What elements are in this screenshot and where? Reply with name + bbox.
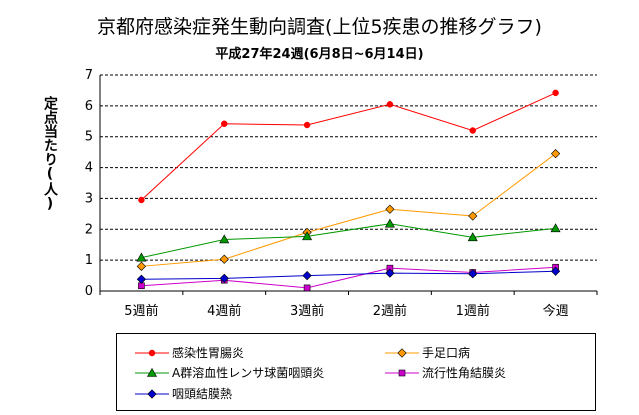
y-tick-label: 6 (85, 99, 93, 114)
y-axis-label: 定点当たり(人) (42, 96, 58, 212)
data-point (552, 89, 559, 97)
x-tick-label: 5週前 (124, 303, 158, 319)
legend-marker (147, 388, 157, 399)
series-line (141, 266, 556, 289)
legend-label: 咽頭結膜熱 (172, 387, 233, 401)
legend-item: A群溶血性レンサ球菌咽頭炎 (135, 364, 324, 381)
legend-key (135, 367, 169, 377)
data-point (384, 218, 395, 228)
y-tick-label: 1 (85, 253, 93, 268)
data-point (219, 273, 229, 283)
legend-marker (398, 369, 406, 376)
x-tick-label: 1週前 (456, 303, 490, 319)
legend-label: 流行性角結膜炎 (422, 366, 507, 380)
series-line (141, 92, 556, 201)
chart-subtitle: 平成27年24週(6月8日~6月14日) (215, 47, 424, 62)
data-point (221, 120, 228, 128)
data-point (386, 101, 394, 108)
data-point (468, 211, 478, 221)
legend-marker (397, 347, 407, 358)
data-point (303, 121, 311, 129)
data-point (302, 231, 313, 241)
legend-label: A群溶血性レンサ球菌咽頭炎 (172, 366, 325, 380)
y-tick-label: 7 (85, 68, 93, 83)
legend-item: 流行性角結膜炎 (385, 364, 506, 381)
data-point (303, 284, 311, 292)
legend: 感染性胃腸炎 手足口病 A群溶血性レンサ球菌咽頭炎 流行性角結膜炎咽頭結膜熱 (116, 333, 596, 411)
legend-key (135, 349, 169, 356)
chart-title: 京都府感染症発生動向調査(上位5疾患の推移グラフ) (97, 16, 542, 38)
y-tick-label: 0 (85, 284, 93, 299)
data-point (467, 232, 478, 242)
x-tick-label: 今週 (543, 303, 569, 319)
legend-item: 感染性胃腸炎 (135, 344, 244, 361)
x-tick-label: 2週前 (373, 303, 407, 319)
legend-key (135, 388, 169, 399)
series-line (141, 153, 556, 267)
data-point (136, 252, 147, 262)
data-point (468, 269, 478, 279)
data-point (219, 254, 229, 264)
legend-item: 手足口病 (385, 344, 470, 361)
x-tick-label: 3週前 (290, 303, 324, 319)
data-point (136, 261, 147, 271)
series-line (141, 223, 556, 259)
data-point (302, 270, 312, 281)
legend-key (385, 347, 419, 358)
data-point (138, 196, 145, 204)
data-point (550, 223, 561, 233)
y-tick-label: 2 (85, 222, 93, 237)
data-point (385, 268, 395, 278)
data-point (550, 266, 561, 276)
data-point (385, 204, 395, 214)
y-tick-label: 5 (85, 130, 93, 145)
data-point (469, 127, 476, 134)
legend-label: 手足口病 (422, 346, 471, 360)
y-tick-label: 4 (85, 161, 93, 176)
legend-marker (146, 367, 158, 377)
series-line (141, 270, 556, 280)
legend-label: 感染性胃腸炎 (172, 346, 245, 360)
x-tick-label: 4週前 (207, 303, 241, 319)
line-chart: 0 1 2 3 4 5 6 7 5週前 4週前 3週前 2週前 1週前 今週 (85, 68, 598, 319)
legend-marker (148, 349, 156, 356)
legend-item: 咽頭結膜熱 (135, 385, 232, 402)
y-tick-label: 3 (85, 191, 93, 206)
legend-key (385, 369, 419, 376)
data-point (219, 234, 230, 244)
data-point (136, 274, 147, 284)
data-point (550, 149, 561, 159)
